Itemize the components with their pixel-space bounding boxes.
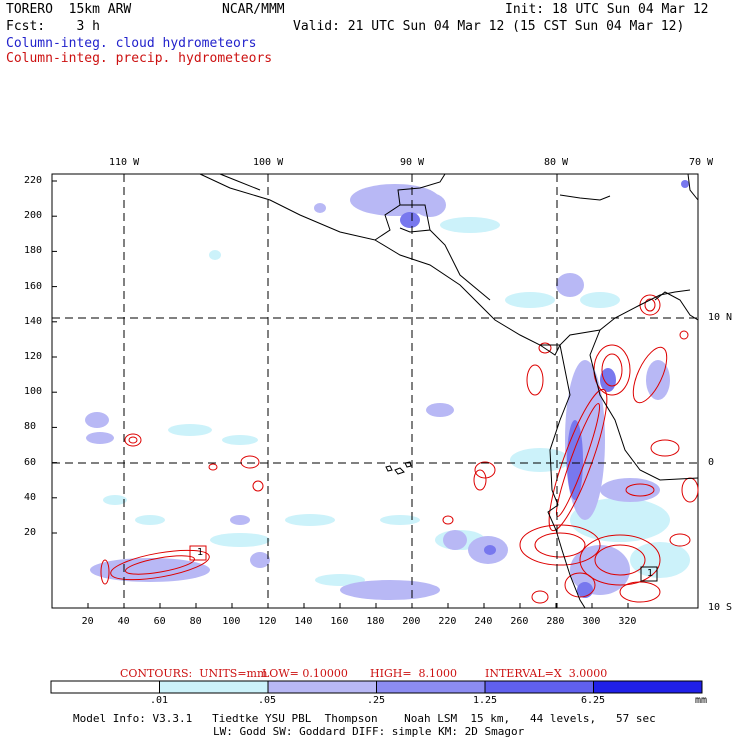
contour-high: HIGH= 8.1000 [370, 667, 458, 680]
precip-contours [100, 294, 699, 604]
lat-label-10n: 10 N [708, 312, 733, 323]
forecast-hour: Fcst: 3 h [6, 19, 100, 34]
x-tick-label: 300 [582, 616, 601, 627]
graticule [52, 174, 698, 608]
colorbar-tick-0: .01 [149, 695, 169, 706]
x-tick-label: 200 [402, 616, 421, 627]
x-tick-label: 240 [474, 616, 493, 627]
lon-label-80w: 80 W [544, 157, 569, 168]
cloud-legend-label: Column-integ. cloud hydrometeors [6, 36, 257, 51]
colorbar-tick-3: 1.25 [472, 695, 498, 706]
y-tick-label: 100 [24, 386, 43, 398]
y-tick-label: 200 [24, 210, 43, 222]
box-label-1: 1 [197, 547, 204, 558]
colorbar [50, 680, 703, 694]
colorbar-swatch [593, 680, 703, 694]
y-axis-ticks [52, 180, 57, 534]
x-tick-label: 320 [618, 616, 637, 627]
lon-label-110w: 110 W [109, 157, 140, 168]
y-tick-label: 60 [24, 456, 37, 468]
x-tick-label: 100 [222, 616, 241, 627]
colorbar-tick-4: 6.25 [580, 695, 606, 706]
cloud-shading-mid [85, 184, 670, 600]
station-box-1 [189, 545, 207, 561]
lon-label-90w: 90 W [400, 157, 425, 168]
x-tick-label: 260 [510, 616, 529, 627]
x-axis-ticks [87, 603, 629, 608]
colorbar-swatch [376, 680, 486, 694]
lon-label-70w: 70 W [689, 157, 714, 168]
x-tick-label: 160 [330, 616, 349, 627]
x-tick-label: 120 [258, 616, 277, 627]
colorbar-swatch [159, 680, 269, 694]
model-info-line1: Model Info: V3.3.1 Tiedtke YSU PBL Thomp… [73, 712, 656, 725]
contour-units: CONTOURS: UNITS=mm [120, 667, 268, 680]
contour-low: LOW= 0.10000 [262, 667, 348, 680]
y-tick-label: 160 [24, 280, 43, 292]
map-frame [51, 173, 699, 609]
colorbar-swatch [484, 680, 594, 694]
x-tick-label: 80 [189, 616, 202, 627]
y-tick-label: 120 [24, 351, 43, 362]
colorbar-unit: mm [694, 695, 708, 706]
colorbar-swatch [267, 680, 377, 694]
y-tick-label: 220 [24, 175, 43, 186]
init-time: Init: 18 UTC Sun 04 Mar 12 [505, 2, 709, 17]
y-tick-label: 180 [24, 245, 43, 257]
lat-label-0: 0 [708, 457, 715, 468]
x-tick-label: 280 [546, 616, 565, 627]
x-tick-label: 20 [81, 616, 94, 627]
colorbar-tick-1: .05 [257, 695, 277, 706]
colorbar-swatch [50, 680, 160, 694]
y-tick-label: 20 [24, 527, 37, 538]
x-tick-label: 220 [438, 616, 457, 627]
lon-label-100w: 100 W [253, 157, 284, 168]
x-tick-label: 180 [366, 616, 385, 627]
station-box-2 [640, 566, 658, 582]
valid-time: Valid: 21 UTC Sun 04 Mar 12 (15 CST Sun … [293, 19, 685, 34]
coastlines [199, 173, 699, 609]
model-info-line2: LW: Godd SW: Goddard DIFF: simple KM: 2D… [213, 725, 525, 738]
contour-interval: INTERVAL=X 3.0000 [485, 667, 608, 680]
y-tick-label: 140 [24, 315, 43, 327]
organization-label: NCAR/MMM [222, 2, 285, 17]
x-tick-label: 60 [153, 616, 166, 627]
model-title: TORERO 15km ARW [6, 2, 132, 17]
precip-legend-label: Column-integ. precip. hydrometeors [6, 51, 273, 66]
x-tick-label: 140 [294, 616, 313, 627]
y-tick-label: 80 [24, 421, 37, 433]
colorbar-tick-2: .25 [366, 695, 386, 706]
box-label-2: 1 [647, 568, 654, 579]
x-tick-label: 40 [117, 616, 130, 627]
lat-label-10s: 10 S [708, 602, 733, 613]
y-tick-label: 40 [24, 491, 37, 503]
